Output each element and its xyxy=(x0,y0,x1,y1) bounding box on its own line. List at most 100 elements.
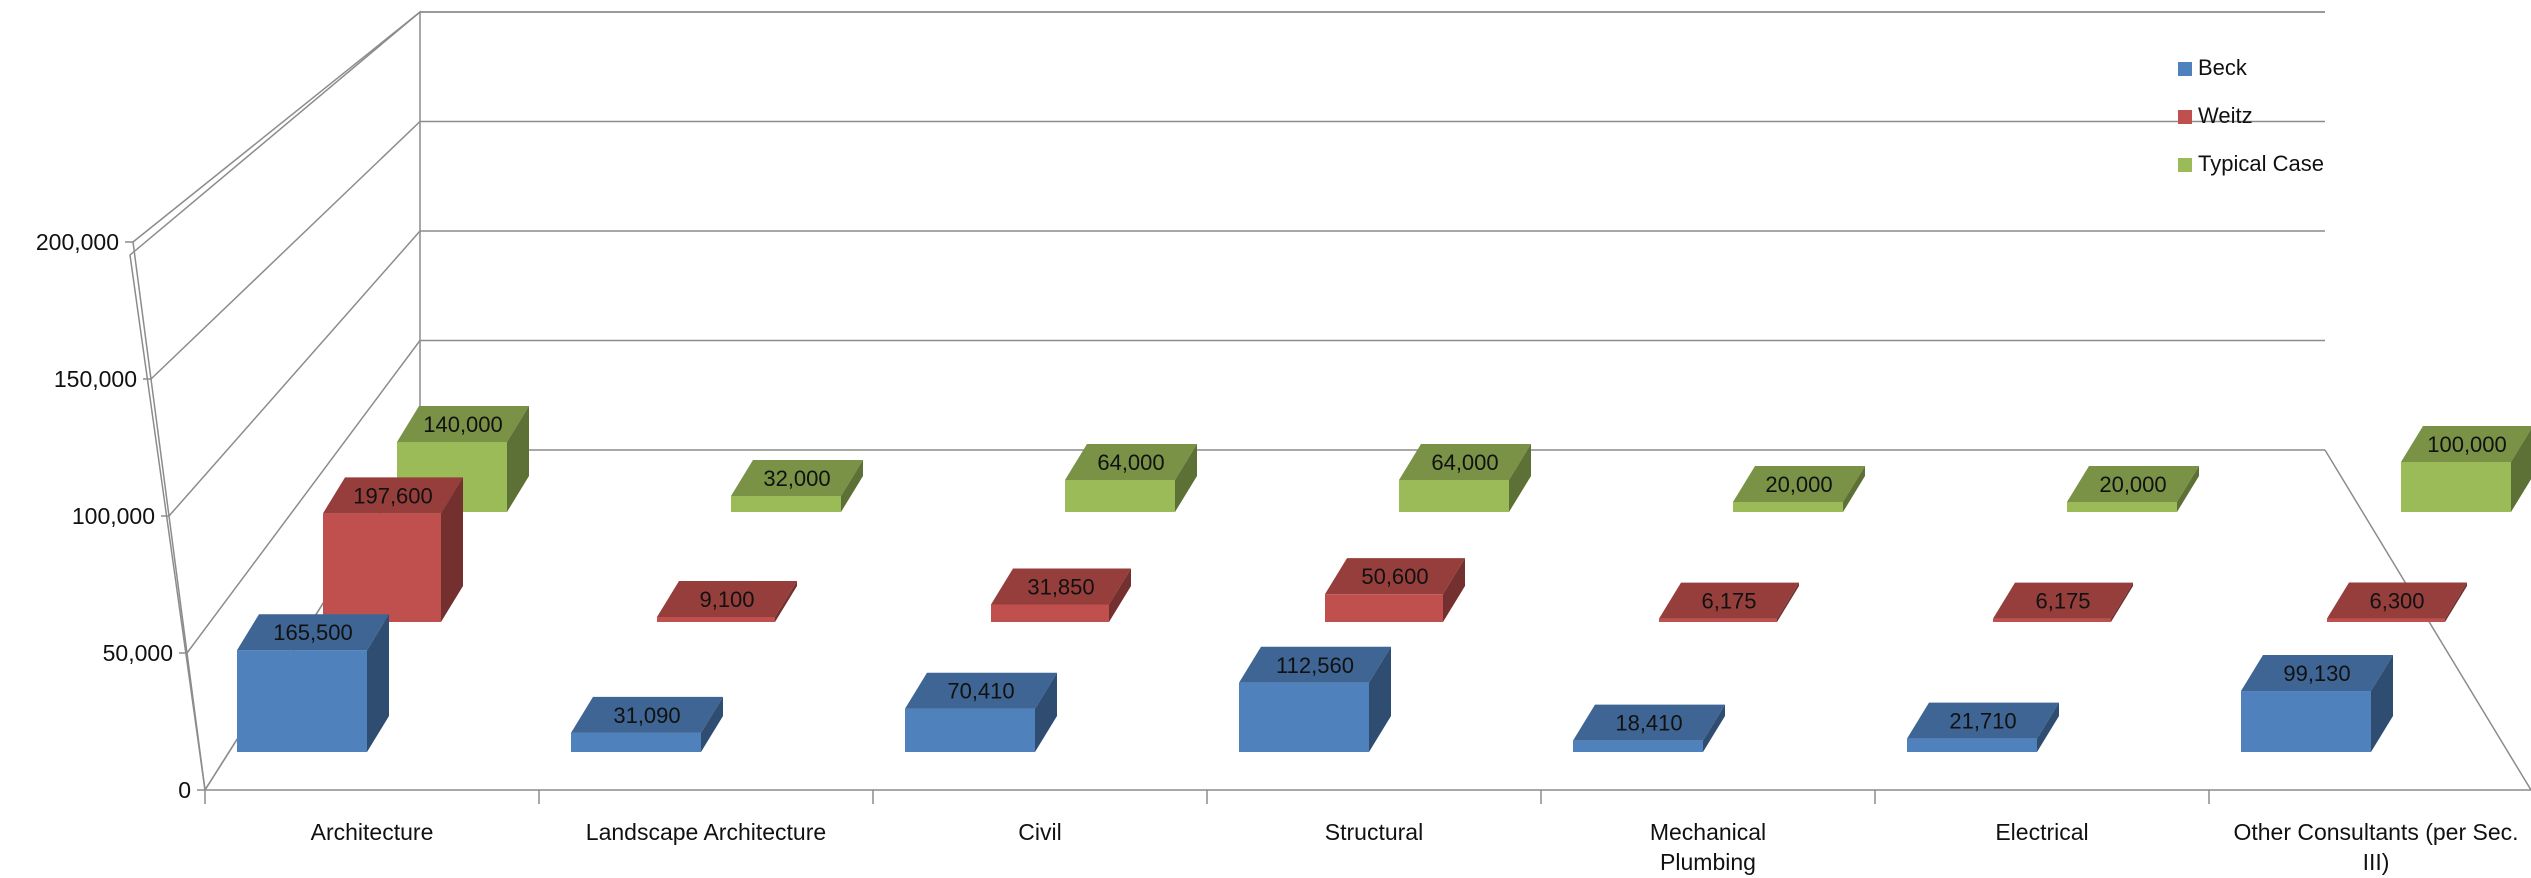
side-gridline xyxy=(150,120,421,380)
legend: Beck Weitz Typical Case xyxy=(2178,55,2324,176)
data-label: 64,000 xyxy=(1097,450,1164,475)
bar-top xyxy=(571,696,723,733)
data-label: 112,560 xyxy=(1276,653,1354,678)
bar-side xyxy=(1369,646,1391,752)
data-label: 70,410 xyxy=(947,679,1014,704)
bar-top xyxy=(1399,444,1531,480)
bar-beck-architecture: 165,500 xyxy=(237,614,389,752)
bar-top xyxy=(2327,582,2467,619)
bar-front xyxy=(323,513,441,622)
bar-front xyxy=(2327,618,2445,622)
bar-front xyxy=(1325,594,1443,622)
bar-side xyxy=(1509,444,1531,512)
bar-top xyxy=(237,614,389,651)
bar-top xyxy=(2401,426,2531,462)
bar-front xyxy=(1573,740,1703,752)
bar-front xyxy=(2401,462,2511,512)
x-tick-label: Civil xyxy=(1018,819,1061,845)
bar-top xyxy=(1573,704,1725,741)
bar-beck-mechanical-plumbing: 18,410 xyxy=(1573,704,1725,752)
bar-side xyxy=(1843,466,1865,512)
bar-typical-case-mechanical-plumbing: 20,000 xyxy=(1733,466,1865,512)
bar-top xyxy=(1065,444,1197,480)
bar-side xyxy=(367,614,389,752)
data-label: 32,000 xyxy=(763,466,830,491)
bar-front xyxy=(731,496,841,512)
data-label: 20,000 xyxy=(2099,472,2166,497)
bar-front xyxy=(1907,738,2037,752)
data-label: 64,000 xyxy=(1431,450,1498,475)
bar-front xyxy=(1065,480,1175,512)
data-label: 18,410 xyxy=(1615,711,1682,736)
data-label: 165,500 xyxy=(273,620,353,645)
bar-typical-case-structural: 64,000 xyxy=(1399,444,1531,512)
bar-front xyxy=(571,732,701,752)
bar-top xyxy=(2067,466,2199,502)
data-label: 6,175 xyxy=(2035,589,2090,614)
bar-side xyxy=(2371,655,2393,752)
bar-beck-electrical: 21,710 xyxy=(1907,702,2059,752)
data-label: 100,000 xyxy=(2427,432,2507,457)
bar-top xyxy=(2241,655,2393,692)
bar-typical-case-landscape-architecture: 32,000 xyxy=(731,460,863,512)
bar-front xyxy=(1399,480,1509,512)
side-gridline xyxy=(168,230,421,517)
data-label: 140,000 xyxy=(423,412,503,437)
bar-front xyxy=(1733,502,1843,512)
bar-side xyxy=(441,477,463,622)
data-label: 50,600 xyxy=(1361,564,1428,589)
legend-label-typical-case: Typical Case xyxy=(2198,151,2324,176)
bar-side xyxy=(2511,429,2531,512)
x-tick-label: Architecture xyxy=(311,819,434,845)
side-gridline xyxy=(132,11,421,243)
bar-front xyxy=(1993,618,2111,622)
bar-front xyxy=(1659,618,1777,622)
bar-front xyxy=(991,604,1109,622)
y-tick-label: 100,000 xyxy=(72,503,155,529)
bar-front xyxy=(1239,682,1369,752)
bar-top xyxy=(1239,646,1391,683)
data-label: 6,300 xyxy=(2369,589,2424,614)
data-label: 9,100 xyxy=(699,587,754,612)
bar-side xyxy=(2445,582,2467,622)
bar-top xyxy=(1325,558,1465,595)
y-tick-label: 50,000 xyxy=(103,640,173,666)
x-tick-label: Electrical xyxy=(1995,819,2088,845)
bar-front xyxy=(237,650,367,752)
bar-weitz-landscape-architecture: 9,100 xyxy=(657,580,797,622)
gridlines xyxy=(132,11,2325,791)
bar-weitz-electrical: 6,175 xyxy=(1993,582,2133,622)
y-tick-label: 0 xyxy=(178,777,191,803)
bar-side xyxy=(775,580,797,622)
y-tick-label: 150,000 xyxy=(54,366,137,392)
bar-side xyxy=(1703,704,1725,752)
bar-side xyxy=(841,460,863,512)
bar-side xyxy=(1443,558,1465,622)
bar-top xyxy=(397,406,529,442)
bar-side xyxy=(1109,568,1131,622)
y-tick-label: 200,000 xyxy=(36,229,119,255)
y-axis: 0 50,000 100,000 150,000 200,000 xyxy=(36,229,206,803)
bar-weitz-structural: 50,600 xyxy=(1325,558,1465,622)
x-axis: Architecture Landscape Architecture Civil S… xyxy=(204,790,2519,875)
data-label: 21,710 xyxy=(1949,709,2016,734)
bar-top xyxy=(323,477,463,514)
legend-swatch-weitz xyxy=(2178,110,2192,124)
bar-front xyxy=(657,616,775,622)
data-label: 6,175 xyxy=(1701,589,1756,614)
bars: 140,000 32,000 64,000 64,000 20,000 20,000 100… xyxy=(237,406,2531,752)
x-tick-label: Structural xyxy=(1325,819,1423,845)
bar-weitz-civil: 31,850 xyxy=(991,568,1131,622)
data-label: 197,600 xyxy=(353,483,433,508)
bar-front xyxy=(2067,502,2177,512)
data-label: 99,130 xyxy=(2283,661,2350,686)
bar-top xyxy=(905,672,1057,709)
bar-top xyxy=(1907,702,2059,739)
bar-beck-structural: 112,560 xyxy=(1239,646,1391,752)
side-gridline xyxy=(186,340,421,654)
bar-top xyxy=(1733,466,1865,502)
x-tick-label: Other Consultants (per Sec. III) xyxy=(2233,819,2518,875)
bar-typical-case-civil: 64,000 xyxy=(1065,444,1197,512)
